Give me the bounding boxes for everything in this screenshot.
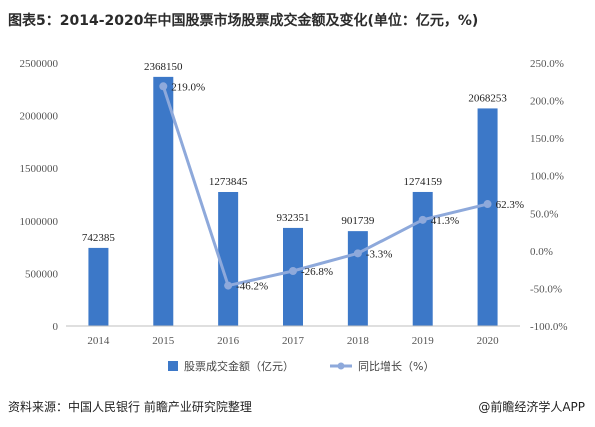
bar-value-label: 2068253 (468, 92, 507, 104)
x-axis-tick-label: 2016 (217, 335, 240, 347)
growth-line (161, 85, 488, 288)
bar (153, 76, 174, 326)
left-axis-tick-label: 1000000 (20, 216, 59, 228)
bar (477, 108, 498, 326)
right-axis-tick-label: 100.0% (530, 171, 564, 183)
growth-point (483, 200, 492, 209)
legend-line-marker (337, 362, 345, 370)
bar-value-label: 1274159 (403, 176, 442, 188)
bar (218, 191, 239, 326)
brand-label: @前瞻经济学人APP (478, 400, 585, 414)
growth-value-label: 219.0% (171, 81, 205, 93)
growth-point (159, 82, 168, 91)
bar-value-label: 901739 (341, 215, 375, 227)
growth-value-label: -46.2% (236, 281, 268, 293)
x-axis-tick-label: 2019 (412, 335, 435, 347)
legend-bar-label: 股票成交金额（亿元） (184, 359, 294, 373)
right-axis-tick-label: 250.0% (530, 58, 564, 70)
bar (88, 247, 109, 326)
left-axis-tick-label: 500000 (25, 268, 59, 280)
source-note: 资料来源：中国人民银行 前瞻产业研究院整理 (8, 400, 252, 414)
x-axis-tick-label: 2015 (152, 335, 175, 347)
bar (412, 191, 433, 326)
bar-value-label: 2368150 (144, 61, 183, 73)
right-axis-tick-label: 0.0% (530, 246, 553, 258)
x-axis-tick-label: 2020 (477, 335, 500, 347)
left-axis-tick-label: 2000000 (20, 111, 59, 123)
growth-point (418, 215, 427, 224)
right-axis-tick-label: -100.0% (530, 321, 568, 333)
growth-value-label: -26.8% (301, 266, 333, 278)
growth-point (289, 266, 297, 275)
chart-title: 图表5：2014-2020年中国股票市场股票成交金额及变化(单位：亿元，%) (8, 13, 479, 29)
left-axis-tick-label: 2500000 (20, 58, 59, 70)
bar-value-label: 932351 (277, 212, 310, 224)
legend-bar-swatch (168, 361, 178, 371)
bar-value-label: 742385 (82, 232, 116, 244)
growth-value-label: 41.3% (431, 215, 459, 227)
right-axis-tick-label: -50.0% (530, 283, 562, 295)
legend-line-label: 同比增长（%） (358, 359, 434, 373)
right-axis-tick-label: 150.0% (530, 133, 564, 145)
right-axis-tick-label: 200.0% (530, 96, 564, 108)
bar (283, 227, 303, 326)
right-axis-tick-label: 50.0% (530, 208, 558, 220)
growth-value-label: 62.3% (496, 199, 524, 211)
growth-point (224, 281, 233, 290)
x-axis-tick-label: 2014 (87, 335, 110, 347)
x-axis-tick-label: 2017 (282, 335, 305, 347)
left-axis-tick-label: 0 (53, 321, 59, 333)
growth-point (353, 249, 362, 258)
bar (347, 231, 368, 326)
bar-value-label: 1273845 (209, 176, 248, 188)
x-axis-tick-label: 2018 (347, 335, 370, 347)
left-axis-tick-label: 1500000 (20, 163, 59, 175)
growth-value-label: -3.3% (366, 248, 393, 260)
